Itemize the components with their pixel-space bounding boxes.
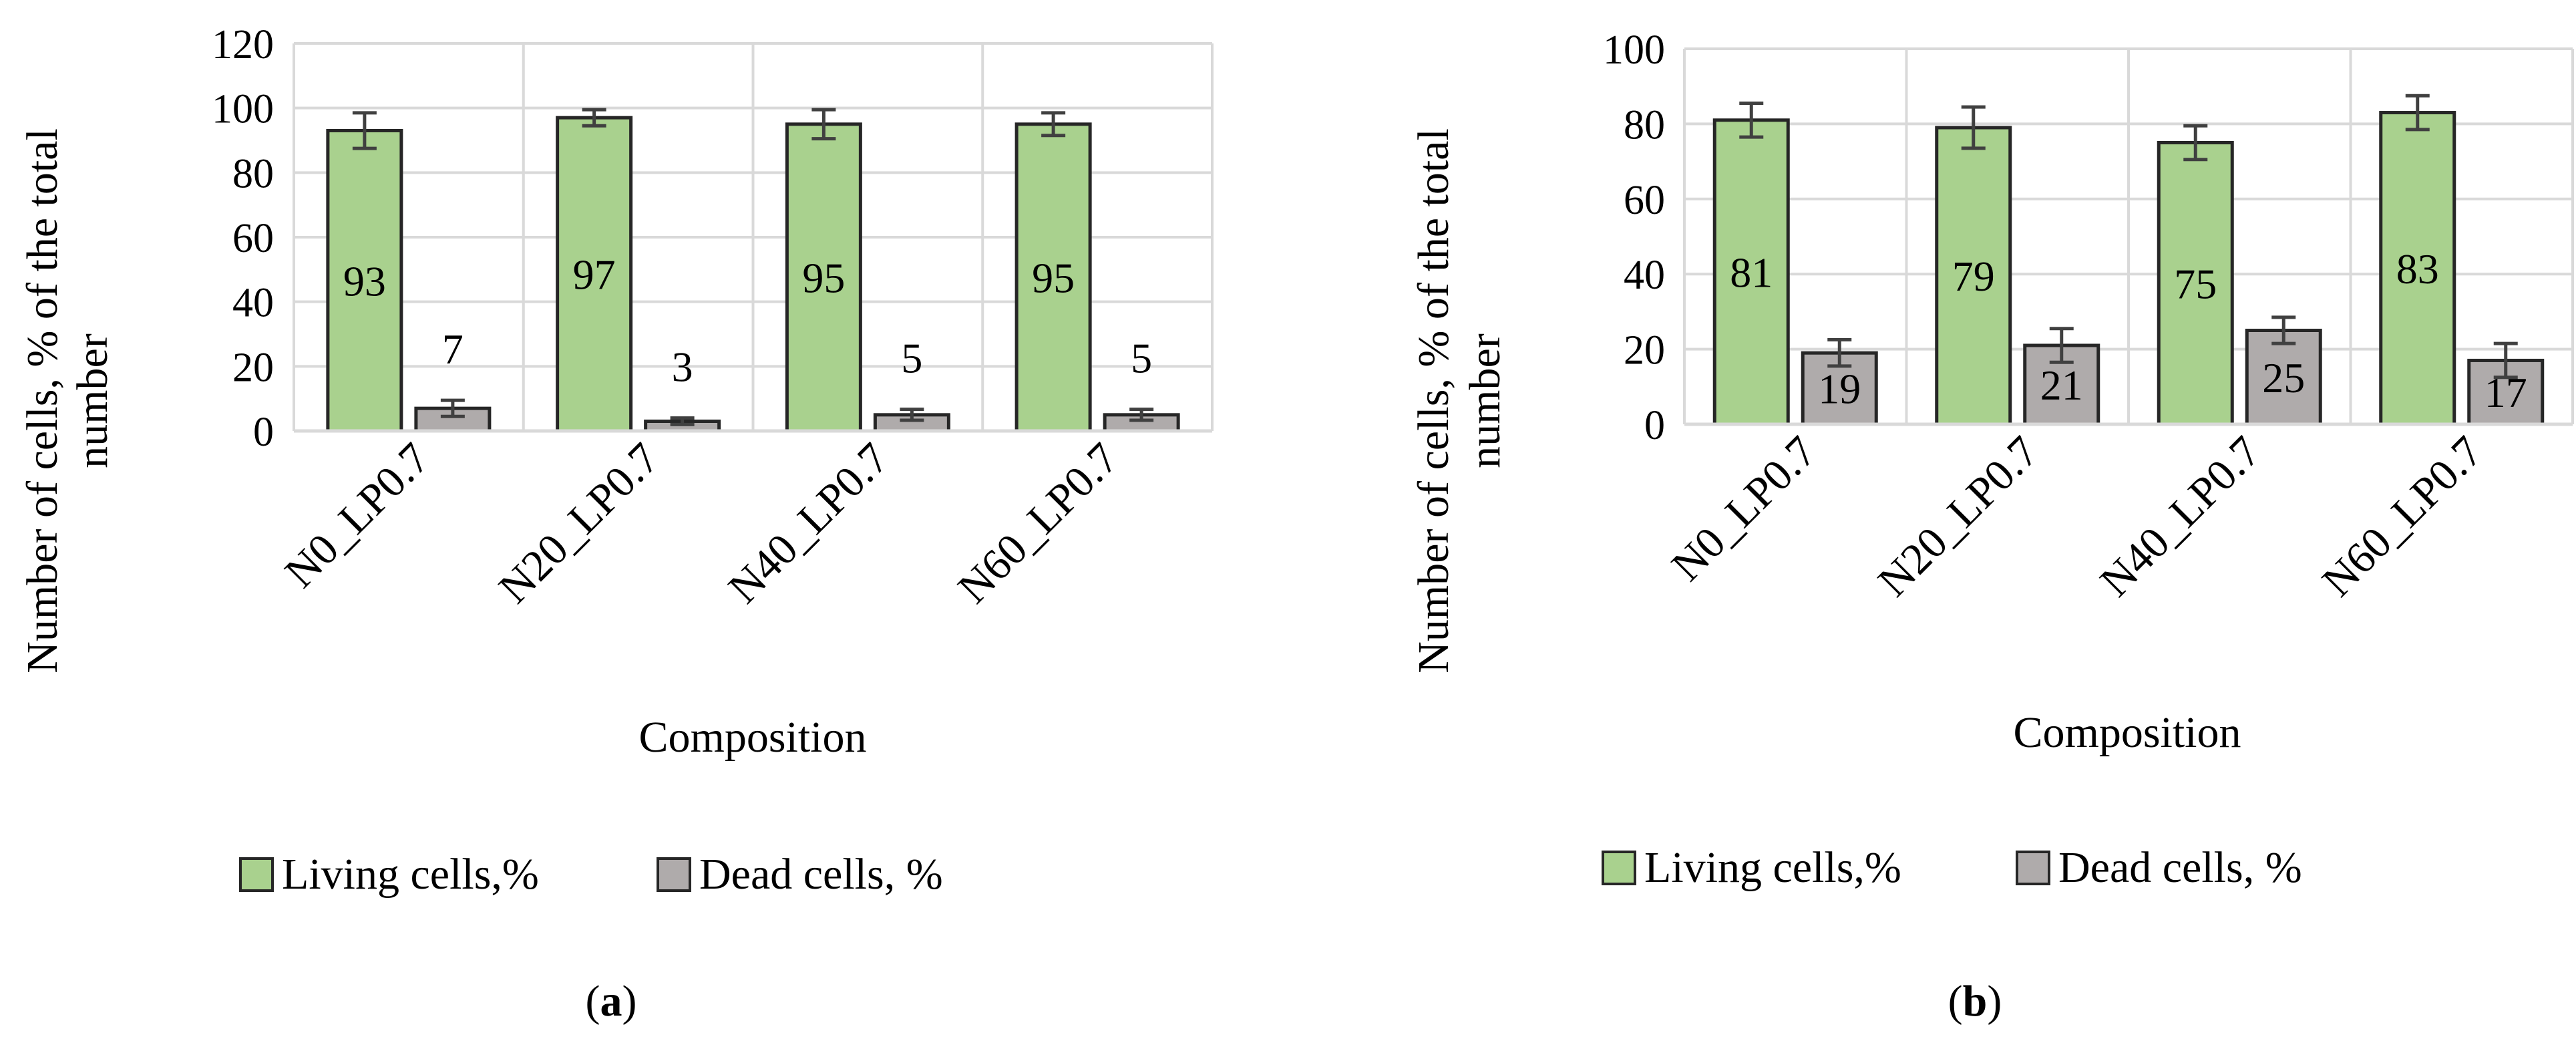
y-axis-label: number (1461, 333, 1509, 468)
x-tick-label: N60_LP0.7 (2313, 427, 2492, 606)
legend: Living cells,% Dead cells, % (1602, 843, 2302, 892)
y-tick-label: 20 (232, 345, 274, 390)
y-tick-label: 100 (212, 87, 274, 132)
y-tick-label: 40 (1624, 253, 1665, 298)
panel-label-letter: a (600, 977, 622, 1026)
x-axis-title: Composition (638, 713, 866, 762)
panel-label-close: ) (622, 977, 637, 1026)
y-tick-label: 120 (212, 22, 274, 67)
data-label: 83 (2396, 245, 2439, 293)
data-label: 95 (802, 254, 845, 301)
y-axis-label: number (68, 333, 117, 468)
data-label: 21 (2040, 361, 2083, 409)
x-tick-label: N40_LP0.7 (2091, 427, 2270, 606)
panel-label-close: ) (1987, 977, 2002, 1026)
y-tick-label: 20 (1624, 328, 1665, 373)
bar-living (326, 129, 403, 433)
legend-swatch-dead (657, 857, 691, 892)
legend-swatch-living (1602, 851, 1636, 885)
data-label: 97 (573, 251, 616, 299)
data-label: 19 (1818, 365, 1861, 413)
x-tick-label: N20_LP0.7 (1869, 427, 2048, 606)
x-tick-label: N20_LP0.7 (490, 434, 669, 613)
panel-label: (a) (586, 977, 637, 1026)
y-tick-label: 60 (1624, 178, 1665, 223)
y-tick-label: 60 (232, 216, 274, 261)
data-label: 17 (2485, 369, 2527, 416)
legend-label: Living cells,% (282, 850, 539, 899)
data-label: 75 (2174, 260, 2217, 307)
x-tick-label: N0_LP0.7 (1662, 427, 1826, 591)
legend-label: Dead cells, % (699, 850, 943, 899)
y-tick-label: 0 (1644, 403, 1665, 448)
x-axis-title: Composition (2013, 708, 2241, 757)
panel-label: (b) (1948, 977, 2002, 1026)
y-axis-label: Number of cells, % of the total (1409, 128, 1458, 673)
panel-label-letter: b (1963, 977, 1988, 1026)
legend-label: Dead cells, % (2058, 843, 2302, 892)
legend-swatch-dead (2016, 851, 2050, 885)
data-label: 7 (442, 325, 464, 373)
y-tick-label: 100 (1603, 27, 1665, 73)
y-axis-label: Number of cells, % of the total (18, 128, 67, 673)
y-tick-label: 0 (253, 410, 274, 455)
data-label: 95 (1032, 254, 1075, 301)
data-label: 5 (901, 335, 922, 382)
panel-label-open: ( (1948, 977, 1963, 1026)
chart-panel-b: 0 20 40 60 80 100 81 19 N0_LP0.7 79 21 N20_LP0.7 75 2… (1409, 27, 2574, 1026)
data-label: 3 (672, 343, 693, 391)
legend-swatch-living (239, 857, 274, 892)
bar-dead (2245, 329, 2322, 426)
data-label: 81 (1730, 249, 1773, 296)
bar-living (1935, 126, 2012, 426)
bar-living (1015, 122, 1092, 433)
legend: Living cells,% Dead cells, % (239, 850, 943, 899)
data-label: 25 (2262, 354, 2305, 402)
x-tick-label: N0_LP0.7 (276, 434, 439, 597)
y-tick-label: 80 (232, 151, 274, 196)
data-label: 79 (1952, 253, 1995, 300)
bar-living (1712, 118, 1790, 426)
panel-label-open: ( (586, 977, 600, 1026)
legend-label: Living cells,% (1644, 843, 1901, 892)
y-tick-label: 80 (1624, 102, 1665, 148)
data-label: 5 (1131, 335, 1152, 382)
x-tick-label: N60_LP0.7 (949, 434, 1128, 613)
y-tick-label: 40 (232, 281, 274, 326)
data-label: 93 (343, 257, 386, 305)
x-tick-label: N40_LP0.7 (719, 434, 898, 613)
bar-living (785, 122, 862, 433)
